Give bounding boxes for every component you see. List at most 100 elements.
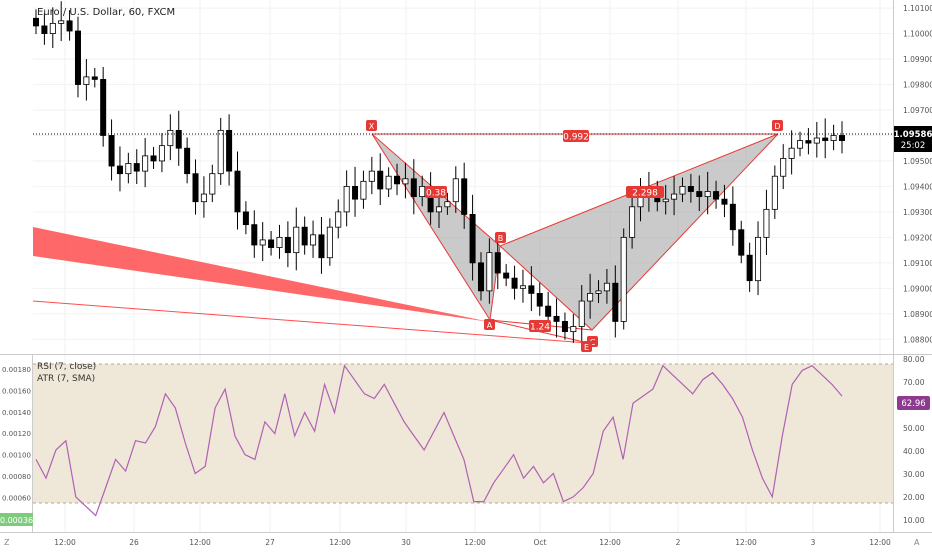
candle-down [32, 17, 40, 27]
price-tick-label: 1.09100 [903, 259, 932, 268]
time-axis-corner-right[interactable]: A [914, 538, 920, 547]
candle-up [209, 173, 216, 195]
candle-up [671, 193, 678, 200]
candle-down [503, 272, 510, 279]
candle-down [66, 20, 73, 32]
ratio-badge-xad[interactable]: 0.992 [563, 130, 589, 143]
price-tick-label: 1.08900 [903, 310, 932, 319]
candle-up [293, 226, 300, 254]
channel-drawing[interactable] [32, 227, 589, 344]
price-tick-label: 1.09900 [903, 55, 932, 64]
candle-down [184, 147, 191, 175]
pattern-point-a[interactable]: A [484, 319, 495, 330]
candle-up [310, 234, 317, 246]
pattern-point-e-label: E [584, 343, 589, 352]
candlestick-series [32, 1, 846, 343]
candle-up [570, 326, 577, 333]
price-tick-label: 1.08800 [903, 335, 932, 344]
candle-up [125, 163, 132, 175]
candle-up [142, 155, 149, 172]
pattern-point-c-label: C [590, 338, 596, 347]
price-tick-label: 1.09400 [903, 182, 932, 191]
ratio-label-xab: 0.38 [426, 189, 446, 199]
candle-up [755, 236, 762, 282]
rsi-value: 62.96 [901, 399, 925, 409]
rsi-tick-label: 40.00 [903, 447, 925, 456]
candle-up [217, 129, 224, 175]
candle-up [435, 206, 443, 213]
candle-up [259, 239, 266, 246]
candle-up [629, 206, 636, 238]
price-axis[interactable]: 1.101001.100001.099001.098001.097001.096… [903, 4, 932, 344]
candle-up [368, 170, 375, 182]
candle-down [511, 277, 518, 289]
candle-down [242, 211, 249, 226]
ratio-badge-xab[interactable]: 0.38 [425, 186, 447, 199]
pattern-point-b[interactable]: B [495, 232, 506, 243]
atr-legend[interactable]: ATR (7, SMA) [37, 374, 95, 384]
candle-up [486, 252, 493, 292]
price-tick-label: 1.10000 [903, 30, 932, 39]
ratio-badge-bcd[interactable]: 2.298 [626, 186, 664, 199]
channel-lower-line[interactable] [32, 300, 589, 344]
candle-up [830, 135, 837, 141]
ratio-badge-abc[interactable]: 1.24 [529, 320, 551, 333]
pattern-point-b-label: B [498, 234, 504, 243]
current-price-value: 1.09586 [894, 130, 932, 140]
candle-up [813, 137, 820, 144]
candle-up [780, 157, 787, 177]
atr-tick-label: 0.00180 [2, 366, 31, 374]
candle-down [461, 178, 468, 215]
candle-down [729, 203, 736, 231]
candle-up [603, 282, 610, 292]
pattern-point-a-label: A [487, 321, 493, 330]
candle-down [721, 198, 728, 205]
rsi-tick-label: 20.00 [903, 493, 925, 502]
atr-value-badge: 0.00036 [0, 513, 33, 526]
time-tick-label: 12:00 [189, 538, 211, 547]
rsi-tick-label: 80.00 [903, 355, 925, 364]
candle-down [318, 234, 325, 259]
candle-down [822, 137, 829, 141]
candle-up [49, 22, 56, 34]
candle-down [234, 170, 241, 213]
atr-axis[interactable]: 0.00180 0.00160 0.00140 0.00120 0.00100 0.000… [2, 366, 31, 502]
candle-down [696, 191, 703, 198]
candle-up [620, 236, 627, 322]
time-tick-label: 12:00 [869, 538, 891, 547]
candle-down [410, 178, 417, 198]
candle-up [200, 193, 207, 203]
candle-up [360, 180, 367, 200]
candle-down [377, 170, 384, 190]
channel-fill[interactable] [33, 227, 490, 322]
rsi-tick-label: 10.00 [903, 516, 925, 525]
atr-tick-label: 0.00080 [2, 473, 31, 481]
candle-down [713, 191, 720, 200]
candle-down [133, 163, 140, 172]
time-axis-corner-left[interactable]: Z [4, 538, 10, 547]
pattern-point-x[interactable]: X [366, 120, 377, 131]
candle-down [226, 129, 233, 172]
candle-up [385, 175, 392, 190]
rsi-line [35, 364, 843, 517]
rsi-legend[interactable]: RSI (7, close) [37, 362, 96, 372]
price-tick-label: 1.09000 [903, 284, 932, 293]
candle-down [612, 282, 619, 322]
candle-down [536, 293, 543, 307]
rsi-band [33, 364, 893, 503]
pattern-point-d[interactable]: D [772, 120, 783, 131]
candle-up [402, 178, 409, 185]
candle-down [469, 214, 476, 264]
price-tick-label: 1.10100 [903, 4, 932, 13]
pattern-point-e[interactable]: E [581, 341, 592, 352]
time-tick-label: 12:00 [329, 538, 351, 547]
candle-down [175, 129, 182, 149]
candle-down [100, 79, 107, 136]
candle-down [352, 186, 359, 200]
time-axis[interactable]: 12:00 26 12:00 27 12:00 30 12:00 Oct 12:00 2 12:00… [54, 538, 891, 547]
atr-tick-label: 0.00120 [2, 430, 31, 438]
price-tick-label: 1.09700 [903, 106, 932, 115]
price-tick-label: 1.09500 [903, 157, 932, 166]
pattern-point-x-label: X [369, 122, 375, 131]
